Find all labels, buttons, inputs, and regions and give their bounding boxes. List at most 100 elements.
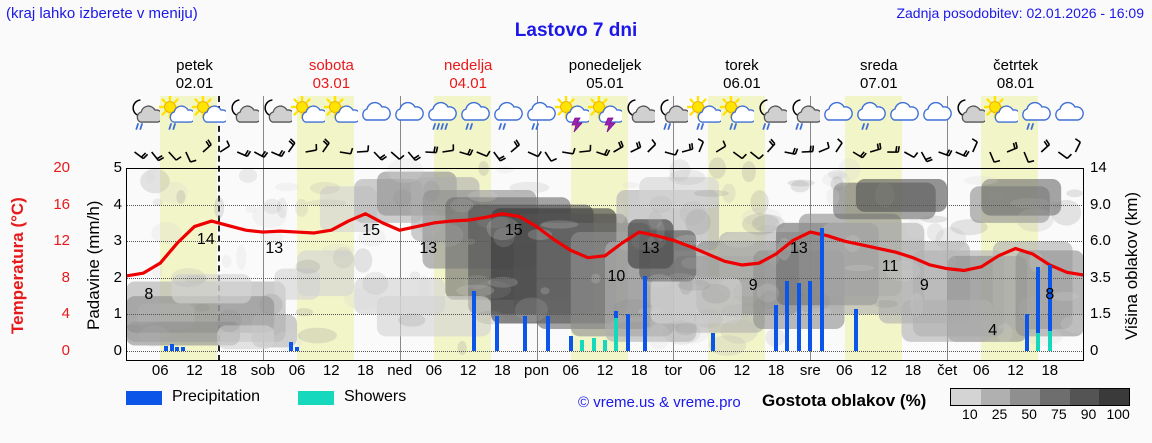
temperature-tick: 12 [53,232,70,250]
wind-barb [219,140,231,153]
showers-bar [580,340,585,351]
cloud-height-tick: 9.0 [1090,195,1111,213]
day-name: sobota [308,57,354,74]
precipitation-tick: 2 [113,268,122,286]
wind-barb [903,151,919,159]
weather-icon-night-cloud [621,96,656,136]
wind-barb [818,141,830,153]
showers-bar [614,318,619,351]
cloud-density-step [951,389,981,405]
wind-barb [1057,151,1072,160]
precipitation-bar [774,305,779,351]
wind-barb [356,145,370,153]
x-tick-label: 12 [322,362,340,379]
wind-barb [185,151,197,163]
wind-barb [989,151,1001,163]
temperature-label: 15 [362,221,381,239]
temperature-label: 8 [144,285,154,303]
day-name: petek [176,57,213,74]
cloud-height-tick: 14 [1090,159,1107,176]
cloud-density-step [1069,389,1100,405]
weather-icon-night-cloud-rain [654,96,689,136]
day-date: 05.01 [586,75,624,92]
day-date: 02.01 [175,75,214,92]
day-name: sreda [860,57,898,74]
precipitation-bar [642,275,647,351]
cloud-density-step [980,389,1011,405]
temperature-label: 10 [607,267,626,285]
wind-barb [373,151,387,161]
day-header-četrtek: četrtek 08.01 [947,57,1084,93]
precipitation-bar [796,283,801,351]
precipitation-bar [785,281,790,351]
weather-icon-sun-cloud-rain [687,96,722,136]
precipitation-tick: 1 [113,305,122,323]
day-separator [262,96,264,361]
temperature-label: 13 [265,240,284,258]
cloud-density-field [126,157,1084,356]
weather-icon-night-cloud-rain [753,96,788,136]
precipitation-bar [625,314,630,351]
x-tick-label: 18 [904,362,922,379]
x-tick-label: sre [799,362,821,379]
wind-barb [938,149,953,157]
cloud-density-legend-title: Gostota oblakov (%) [762,391,927,410]
weather-icon-cloud-rain [1017,96,1052,136]
wind-barb [835,138,843,153]
wind-barb [955,149,970,158]
cloud-height-tick: 1.5 [1090,305,1111,323]
x-tick-label: čet [937,362,958,379]
precipitation-bar [494,316,499,351]
x-tick-label: 18 [357,362,374,379]
cloud-density-tick: 50 [1021,406,1037,422]
showers-bar [603,340,607,351]
page-title: Lastovo 7 dni [514,20,638,41]
wind-barb [732,151,747,160]
weather-icon-cloud [819,96,854,136]
cloud-height-tick: 6.0 [1090,232,1111,250]
precipitation-bar [545,316,550,351]
day-header-sreda: sreda 07.01 [810,57,947,93]
showers-bar [1047,330,1052,351]
x-tick-label: ned [387,362,413,379]
gridline [126,314,1084,316]
x-tick-label: 06 [836,362,853,379]
x-tick-label: tor [664,362,683,379]
x-tick-label: 12 [1007,362,1024,379]
temperature-tick: 8 [61,268,70,286]
weather-icon-cloud-rain [522,96,556,136]
weather-icon-sun-cloud-rain [158,96,193,136]
weather-icon-sun-thunder [588,96,622,136]
cloud-density-color-scale [950,388,1130,406]
temperature-tick: 4 [61,305,70,323]
day-name: nedelja [444,57,493,74]
x-tick-label: 06 [425,362,443,379]
gridline [126,204,1084,206]
x-tick-label: 06 [973,362,990,379]
weather-icon-night-cloud-rain [786,96,821,136]
temperature-tick: 16 [53,195,70,213]
precipitation-bar [289,341,294,351]
x-tick-label: 06 [562,362,580,379]
x-tick-label: 06 [288,362,306,379]
precipitation-legend-label: Precipitation [172,388,261,405]
precipitation-bar [819,228,824,351]
wind-barb [151,151,165,162]
meteogram-plot: 14 13 15 13 15 10 13 9 13 11 9 4 8 8 [126,96,1084,361]
wind-barb [664,149,679,156]
wind-barb [613,140,624,153]
x-tick-label: 12 [870,362,888,379]
precipitation-bar [163,345,168,351]
weather-icon-cloud [1050,96,1085,136]
showers-swatch [298,391,334,405]
wind-barb [202,139,212,153]
copyright-link[interactable]: © vreme.us & vreme.pro [578,394,741,411]
day-name: ponedeljek [568,57,642,74]
wind-barb-row [134,138,1082,163]
wind-barb [168,151,182,161]
temperature-label: 4 [988,322,998,340]
wind-barb [630,141,642,153]
x-tick-label: 12 [596,362,614,379]
wind-barb [562,147,576,155]
cloud-density-scale-labels: 10 25 50 75 90 100 [938,406,1138,424]
